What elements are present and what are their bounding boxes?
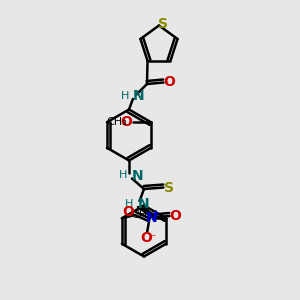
Text: N: N [133,89,145,103]
Text: O: O [163,76,175,89]
Text: O: O [141,231,152,245]
Text: ⁻: ⁻ [149,232,155,245]
Text: O: O [123,205,134,219]
Text: S: S [164,181,174,194]
Text: CH₃: CH₃ [106,117,127,127]
Text: N: N [137,197,149,211]
Text: +: + [152,209,160,219]
Text: S: S [158,17,168,31]
Text: O: O [121,115,133,129]
Text: H: H [121,91,129,101]
Text: N: N [131,169,143,182]
Text: CH₃: CH₃ [131,210,152,220]
Text: H: H [119,170,128,181]
Text: O: O [169,209,181,223]
Text: H: H [125,199,134,209]
Text: N: N [145,211,157,225]
